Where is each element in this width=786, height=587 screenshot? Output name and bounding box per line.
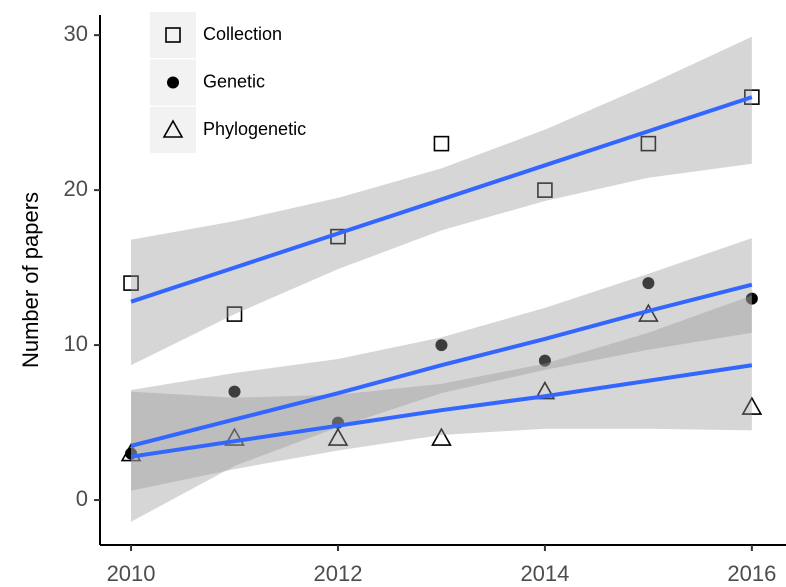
x-tick-label: 2010: [107, 561, 156, 586]
point: [741, 396, 763, 415]
point: [327, 427, 349, 446]
y-tick-label: 10: [64, 331, 88, 356]
fit-line: [130, 282, 753, 448]
fit-line: [130, 95, 753, 304]
point: [123, 275, 139, 291]
confidence-band: [131, 295, 752, 491]
point: [226, 306, 243, 322]
y-tick-label: 30: [64, 21, 88, 46]
point: [431, 427, 452, 446]
point: [120, 442, 142, 462]
point: [538, 354, 551, 367]
point: [744, 89, 760, 105]
x-tick-label: 2012: [314, 561, 363, 586]
fit-line: [130, 363, 753, 459]
point: [224, 427, 245, 446]
legend-label: Genetic: [203, 71, 265, 91]
legend-key: [150, 12, 196, 58]
y-axis-title: Number of papers: [18, 192, 43, 368]
legend-label: Phylogenetic: [203, 119, 306, 139]
legend-label: Collection: [203, 24, 282, 44]
x-tick-label: 2016: [727, 561, 776, 586]
point: [640, 135, 657, 152]
point: [534, 380, 556, 400]
point: [745, 292, 758, 305]
legend-marker: [165, 27, 181, 43]
point: [537, 182, 553, 198]
point: [642, 277, 655, 290]
confidence-band: [131, 238, 752, 522]
legend-marker: [167, 76, 179, 89]
y-tick-label: 0: [76, 486, 88, 511]
y-tick-label: 20: [64, 176, 88, 201]
legend-key: [150, 107, 196, 153]
x-tick-label: 2014: [520, 561, 569, 586]
point: [435, 339, 448, 352]
point: [433, 135, 450, 152]
point: [228, 385, 241, 398]
legend-marker: [162, 119, 184, 138]
